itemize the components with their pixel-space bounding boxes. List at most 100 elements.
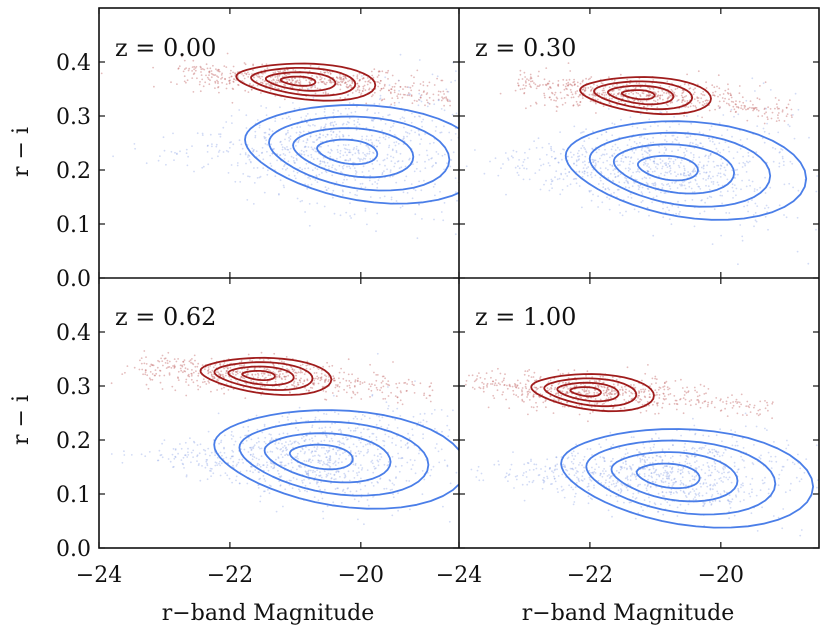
red-point xyxy=(700,97,703,100)
blue-point xyxy=(614,149,617,152)
blue-point xyxy=(685,150,688,152)
blue-point xyxy=(796,216,799,219)
blue-point xyxy=(303,479,305,481)
blue-point xyxy=(538,169,541,171)
red-point xyxy=(161,360,164,362)
red-point xyxy=(694,87,696,90)
red-point xyxy=(298,79,301,81)
blue-point xyxy=(373,465,375,468)
panel-z-1.00: z = 1.00 xyxy=(464,303,819,537)
red-point xyxy=(294,371,297,374)
blue-point xyxy=(647,163,649,165)
blue-point xyxy=(353,213,356,216)
red-point xyxy=(313,372,316,374)
red-point xyxy=(140,362,143,365)
red-point xyxy=(776,106,779,108)
blue-point xyxy=(788,182,791,185)
blue-point xyxy=(396,435,398,437)
panel-label: z = 0.62 xyxy=(115,303,216,331)
red-point xyxy=(329,80,332,83)
blue-point xyxy=(512,149,515,152)
red-point xyxy=(194,69,197,72)
red-point xyxy=(646,105,649,107)
blue-point xyxy=(701,199,703,201)
red-point xyxy=(285,375,288,378)
red-point xyxy=(519,73,522,76)
blue-point xyxy=(245,434,248,437)
red-point xyxy=(528,83,531,86)
red-point xyxy=(337,390,340,392)
red-point xyxy=(344,81,347,84)
red-point xyxy=(230,75,233,78)
red-point xyxy=(539,386,542,388)
red-point xyxy=(775,120,778,122)
red-point xyxy=(497,367,499,370)
blue-point xyxy=(454,177,457,180)
blue-point xyxy=(305,434,307,437)
red-point xyxy=(568,78,571,81)
blue-point xyxy=(688,174,691,177)
red-point xyxy=(261,81,263,84)
blue-point xyxy=(491,476,493,478)
blue-point xyxy=(254,130,257,133)
blue-point xyxy=(296,452,299,455)
red-point xyxy=(211,369,214,372)
blue-point xyxy=(302,140,305,143)
blue-point xyxy=(409,139,412,142)
red-point xyxy=(590,89,593,92)
red-point xyxy=(209,79,211,82)
blue-point xyxy=(539,188,542,191)
blue-point xyxy=(653,157,656,160)
red-point xyxy=(732,401,734,403)
red-point xyxy=(260,92,262,94)
blue-point xyxy=(685,115,688,118)
blue-point xyxy=(652,160,655,163)
blue-point xyxy=(665,129,668,132)
blue-point xyxy=(309,125,311,127)
red-point xyxy=(729,92,732,95)
red-point xyxy=(416,100,418,102)
blue-point xyxy=(646,138,649,141)
red-point xyxy=(638,82,641,85)
red-point xyxy=(266,67,269,69)
blue-point xyxy=(257,471,260,473)
blue-point xyxy=(733,184,736,187)
red-point xyxy=(288,73,291,76)
blue-point xyxy=(328,446,331,449)
blue-point xyxy=(664,211,667,214)
red-point xyxy=(682,91,685,94)
blue-point xyxy=(664,139,666,141)
red-point xyxy=(643,391,645,394)
red-point xyxy=(252,69,254,72)
blue-point xyxy=(584,155,587,158)
blue-point xyxy=(339,214,342,217)
red-point xyxy=(718,107,721,109)
red-point xyxy=(177,358,180,360)
blue-contour-level-2 xyxy=(588,131,772,208)
red-point xyxy=(511,385,514,388)
blue-point xyxy=(611,134,614,137)
red-point xyxy=(217,371,220,374)
red-point xyxy=(735,103,737,106)
blue-point xyxy=(662,184,665,187)
red-point xyxy=(787,103,790,106)
red-point xyxy=(657,402,659,404)
red-point xyxy=(339,78,342,81)
red-point xyxy=(182,360,185,363)
blue-point xyxy=(281,442,283,445)
blue-point xyxy=(410,129,413,132)
blue-point xyxy=(627,182,630,185)
blue-point xyxy=(264,480,267,482)
red-point xyxy=(770,117,773,120)
blue-point xyxy=(279,448,282,451)
blue-point xyxy=(348,479,351,482)
red-point xyxy=(353,385,356,387)
blue-point xyxy=(559,152,562,155)
red-point xyxy=(367,80,369,83)
red-point xyxy=(380,381,383,384)
blue-point xyxy=(713,166,716,168)
red-point xyxy=(363,381,366,383)
blue-point xyxy=(478,67,480,69)
red-point xyxy=(152,364,155,367)
blue-point xyxy=(317,499,320,502)
